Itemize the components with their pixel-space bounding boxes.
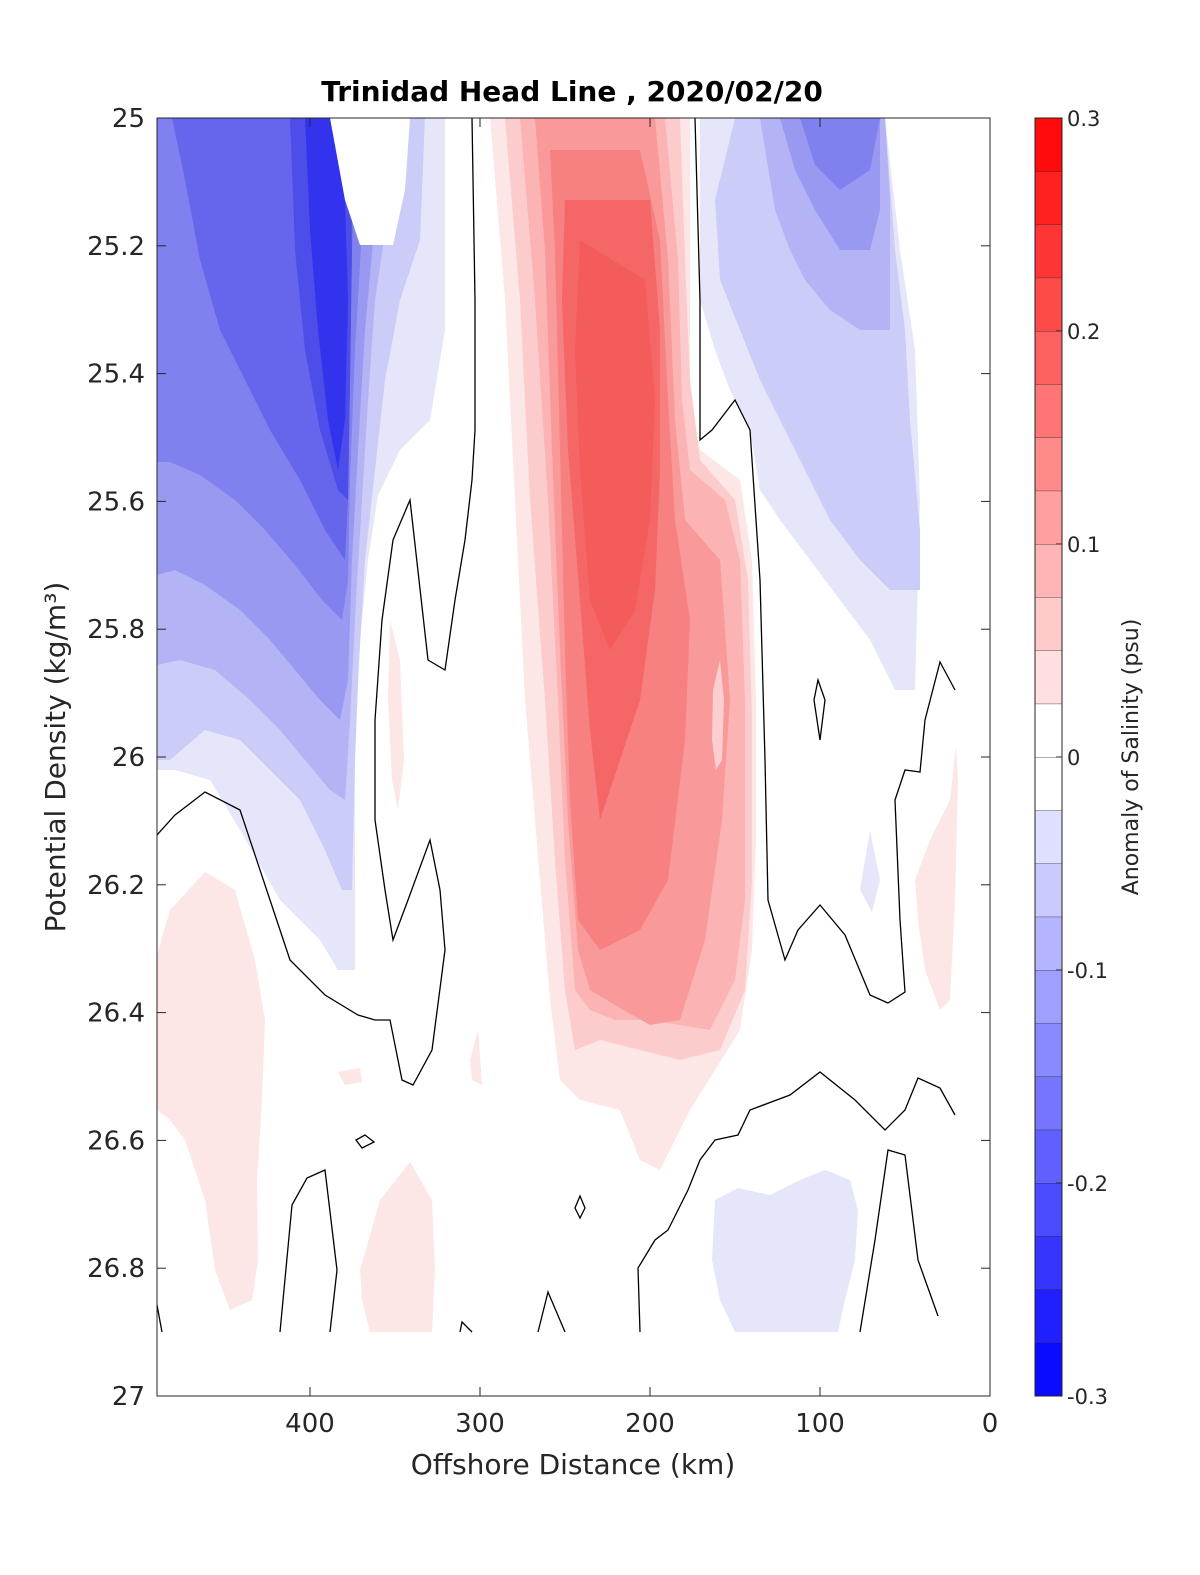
zero-contour-west-spine (157, 118, 476, 1086)
colorbar-band (1035, 970, 1062, 1024)
colorbar-band (1035, 1023, 1062, 1077)
x-ticks: 400 300 200 100 0 (285, 118, 998, 1439)
y-tick-label: 26.6 (87, 1126, 145, 1156)
zero-contour-deep-west (279, 1169, 338, 1333)
zero-contour-loop-diamond (574, 1194, 586, 1220)
colorbar-band (1035, 1076, 1062, 1130)
colorbar-band (1035, 437, 1062, 491)
colorbar: -0.3 -0.2 -0.1 0 0.1 0.2 0.3 Anomaly of Salini… (1034, 107, 1144, 1409)
zero-contour-deep-small (537, 1289, 566, 1333)
colorbar-band (1035, 1183, 1062, 1237)
colorbar-tick-label: -0.1 (1067, 959, 1108, 983)
contour-fill-pos-deep-lobe (360, 1162, 435, 1332)
colorbar-tick-label: -0.2 (1067, 1172, 1108, 1196)
contour-fill-pos-west-lobe (157, 872, 265, 1310)
y-tick-label: 25.6 (87, 487, 145, 517)
y-tick-label: 26.8 (87, 1254, 145, 1284)
plot-area: 400 300 200 100 0 25 25.2 25.4 25.6 25.8 26 26.2 26… (87, 104, 998, 1439)
x-tick-label: 300 (455, 1409, 505, 1439)
colorbar-label: Anomaly of Salinity (psu) (1119, 619, 1144, 896)
colorbar-band (1035, 277, 1062, 331)
contour-fill-neg-small-patch (860, 830, 880, 912)
colorbar-ticks: -0.3 -0.2 -0.1 0 0.1 0.2 0.3 (1056, 107, 1108, 1409)
y-tick-label: 25.4 (87, 360, 145, 390)
colorbar-band (1035, 1289, 1062, 1343)
zero-contour-edge-west (157, 1304, 163, 1333)
colorbar-band (1035, 757, 1062, 811)
colorbar-tick-label: 0.3 (1067, 107, 1100, 131)
colorbar-tick-label: 0.2 (1067, 320, 1100, 344)
colorbar-band (1035, 1236, 1062, 1290)
colorbar-band (1035, 916, 1062, 970)
colorbar-band (1035, 118, 1062, 172)
zero-contour-deep-tiny (459, 1320, 473, 1333)
contour-fill-pos-nearshore (915, 745, 958, 1010)
y-tick-label: 26 (112, 743, 145, 773)
x-tick-label: 400 (285, 1409, 335, 1439)
colorbar-tick-label: -0.3 (1067, 1385, 1108, 1409)
colorbar-tick-label: 0.1 (1067, 533, 1100, 557)
x-tick-label: 100 (795, 1409, 845, 1439)
y-tick-label: 27 (112, 1382, 145, 1412)
zero-contour-deep-east (637, 1071, 956, 1333)
contour-fill-neg-02 (305, 118, 348, 470)
contour-fill-neg-nearshore-0125 (800, 118, 880, 190)
y-tick-label: 25.2 (87, 232, 145, 262)
y-tick-label: 26.2 (87, 871, 145, 901)
zero-contour-loop-narrow (813, 677, 826, 741)
y-tick-label: 25 (112, 104, 145, 134)
colorbar-band (1035, 863, 1062, 917)
y-tick-label: 26.4 (87, 999, 145, 1029)
colorbar-band (1035, 331, 1062, 385)
colorbar-band (1035, 544, 1062, 598)
colorbar-band (1035, 1342, 1062, 1396)
x-tick-label: 200 (625, 1409, 675, 1439)
colorbar-band (1035, 810, 1062, 864)
contour-fills (157, 118, 958, 1333)
y-tick-label: 25.8 (87, 615, 145, 645)
contour-fill-pos-sliver (470, 1030, 482, 1085)
contour-fill-pos-small-east (712, 660, 724, 770)
zero-contour-loop-small (355, 1134, 376, 1149)
x-axis-label: Offshore Distance (km) (411, 1448, 736, 1481)
contour-fill-missing (330, 118, 410, 245)
contour-fill-pos-0175-core (575, 240, 655, 650)
colorbar-band (1035, 650, 1062, 704)
zero-contour-deep-nearshore (859, 1149, 939, 1333)
colorbar-tick-label: 0 (1067, 746, 1080, 770)
colorbar-band (1035, 1129, 1062, 1183)
colorbar-band (1035, 597, 1062, 651)
colorbar-band (1035, 384, 1062, 438)
zero-contour-lines (157, 118, 956, 1333)
chart-title: Trinidad Head Line , 2020/02/20 (321, 75, 823, 108)
y-axis-label: Potential Density (kg/m³) (39, 582, 72, 933)
x-tick-label: 0 (982, 1409, 999, 1439)
zero-contour-east-spine (694, 118, 956, 1004)
colorbar-band (1035, 171, 1062, 225)
contour-fill-pos-small-blob (338, 1068, 362, 1085)
y-ticks: 25 25.2 25.4 25.6 25.8 26 26.2 26.4 26.6 26.8 27 (87, 104, 990, 1412)
colorbar-band (1035, 490, 1062, 544)
contour-fill-neg-deep-patch (712, 1170, 858, 1332)
contour-fill-pos-thin-strip (388, 620, 404, 810)
colorbar-bands (1035, 117, 1062, 1396)
colorbar-band (1035, 703, 1062, 757)
colorbar-band (1035, 224, 1062, 278)
